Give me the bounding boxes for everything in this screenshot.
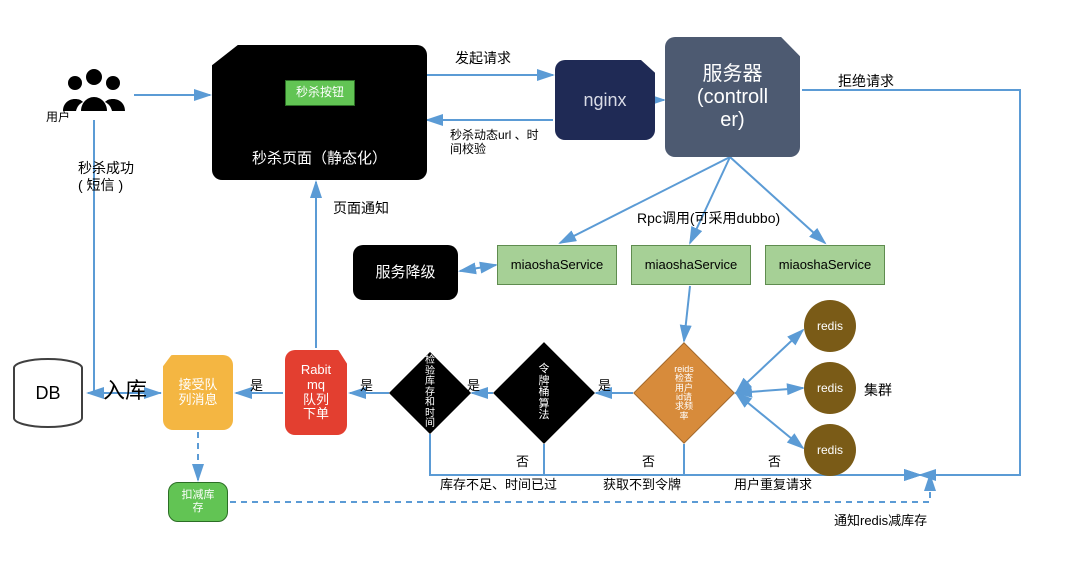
edge-8 bbox=[460, 265, 496, 271]
node-controller: 服务器 (controll er) bbox=[665, 37, 800, 157]
edge-20 bbox=[684, 444, 920, 475]
label-l_cluster: 集群 bbox=[864, 382, 892, 399]
node-page: 秒杀页面（静态化） bbox=[212, 45, 427, 180]
node-btn: 秒杀按钮 bbox=[285, 80, 355, 106]
node-svc2: miaoshaService bbox=[631, 245, 751, 285]
label-l_noStock: 库存不足、时间已过 bbox=[440, 477, 557, 493]
label-l_yes4: 是 bbox=[250, 378, 263, 394]
node-redis2: redis bbox=[804, 362, 856, 414]
edge-19 bbox=[230, 475, 930, 502]
node-diamStock-label: 检 验 库 存 和 时 间 bbox=[425, 356, 435, 430]
edge-7 bbox=[730, 157, 825, 243]
label-l_no1: 否 bbox=[768, 454, 781, 470]
edge-5 bbox=[560, 157, 730, 243]
label-l_noToken: 获取不到令牌 bbox=[603, 477, 681, 493]
node-redis1: redis bbox=[804, 300, 856, 352]
edge-10 bbox=[736, 330, 803, 393]
edge-6 bbox=[690, 157, 730, 243]
node-degrade: 服务降级 bbox=[353, 245, 458, 300]
node-diamToken: 令 牌 桶 算 法 bbox=[494, 343, 594, 443]
node-svc1: miaoshaService bbox=[497, 245, 617, 285]
label-l_no3: 否 bbox=[516, 454, 529, 470]
label-l_dynurl: 秒杀动态url 、时 间校验 bbox=[450, 128, 539, 157]
edge-11 bbox=[736, 388, 803, 393]
label-l_no2: 否 bbox=[642, 454, 655, 470]
node-db: DB bbox=[12, 358, 84, 428]
node-nginx: nginx bbox=[555, 60, 655, 140]
label-l_yes2: 是 bbox=[467, 378, 480, 394]
edge-12 bbox=[736, 393, 803, 448]
label-l_pagenote: 页面通知 bbox=[333, 200, 389, 217]
node-dec: 扣减库 存 bbox=[168, 482, 228, 522]
node-diamStock: 检 验 库 存 和 时 间 bbox=[390, 353, 470, 433]
label-l_reject: 拒绝请求 bbox=[838, 73, 894, 90]
edge-21 bbox=[544, 444, 920, 475]
label-l_send: 发起请求 bbox=[455, 50, 511, 67]
node-svc3: miaoshaService bbox=[765, 245, 885, 285]
node-diamFreq-label: reids 检查 用户 id请 求频 率 bbox=[674, 365, 694, 422]
node-page-label: 秒杀页面（静态化） bbox=[212, 147, 427, 168]
label-l_success: 秒杀成功 ( 短信 ) bbox=[78, 160, 134, 194]
label-l_redisDec: 通知redis减库存 bbox=[834, 513, 927, 529]
node-users bbox=[54, 60, 134, 120]
label-l_yes1: 是 bbox=[598, 378, 611, 394]
label-l_noFreq: 用户重复请求 bbox=[734, 477, 812, 493]
label-l_yes3: 是 bbox=[360, 378, 373, 394]
node-redis3: redis bbox=[804, 424, 856, 476]
edge-9 bbox=[684, 286, 690, 341]
label-l_ruku: 入库 bbox=[103, 378, 147, 404]
node-diamToken-label: 令 牌 桶 算 法 bbox=[539, 364, 550, 422]
node-mq: Rabit mq 队列 下单 bbox=[285, 350, 347, 435]
label-l_rpc: Rpc调用(可采用dubbo) bbox=[637, 210, 780, 227]
node-recv: 接受队 列消息 bbox=[163, 355, 233, 430]
node-diamFreq: reids 检查 用户 id请 求频 率 bbox=[634, 343, 734, 443]
node-db-label: DB bbox=[35, 383, 60, 404]
